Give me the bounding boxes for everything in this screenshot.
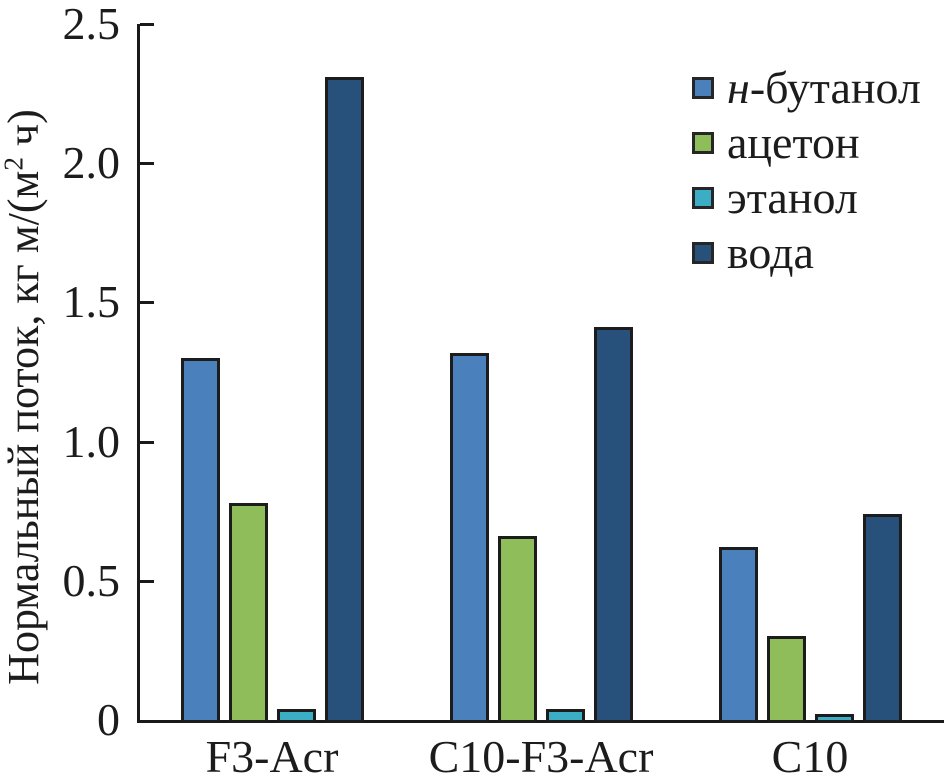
x-axis-line — [137, 720, 944, 723]
x-axis-label-C10: C10 — [771, 731, 849, 781]
y-tick-label-0.5: 0.5 — [62, 554, 121, 606]
legend-swatch-icon — [692, 186, 714, 209]
y-tick-label-2.0: 2.0 — [62, 137, 121, 189]
bar-н-бутанол-C10 — [719, 547, 758, 723]
legend-swatch-icon — [692, 241, 714, 264]
bar-н-бутанол-F3-Acr — [181, 358, 220, 723]
legend-item-ацетон: ацетон — [692, 115, 921, 170]
legend-swatch-icon — [692, 76, 714, 99]
bar-ацетон-F3-Acr — [229, 503, 268, 723]
y-tick-label-0: 0 — [97, 694, 120, 745]
y-tick-1.5 — [140, 301, 154, 305]
y-tick-2.5 — [140, 23, 154, 26]
bar-этанол-C10-F3-Acr — [546, 709, 585, 723]
bar-вода-C10 — [863, 514, 902, 723]
y-tick-label-1.5: 1.5 — [62, 276, 121, 328]
legend-label: н-бутанол — [727, 61, 921, 113]
bar-вода-C10-F3-Acr — [594, 327, 633, 723]
bar-вода-F3-Acr — [325, 77, 364, 723]
y-tick-2.0 — [140, 162, 154, 166]
y-tick-0.5 — [140, 579, 154, 583]
x-axis-label-F3-Acr: F3-Acr — [205, 731, 339, 781]
x-axis-label-C10-F3-Acr: C10-F3-Acr — [428, 731, 654, 781]
legend-item-н-бутанол: н-бутанол — [692, 60, 921, 115]
legend-item-вода: вода — [692, 225, 921, 280]
y-tick-label-2.5: 2.5 — [62, 0, 121, 49]
bar-н-бутанол-C10-F3-Acr — [450, 353, 489, 723]
bar-этанол-F3-Acr — [277, 709, 316, 723]
legend-swatch-icon — [692, 131, 714, 154]
legend-item-этанол: этанол — [692, 170, 921, 225]
y-tick-label-1.0: 1.0 — [62, 415, 121, 467]
bar-ацетон-C10-F3-Acr — [498, 536, 537, 723]
legend: н-бутанол ацетон этанол вода — [692, 60, 921, 280]
legend-label: вода — [727, 226, 814, 278]
legend-label: этанол — [727, 171, 858, 223]
bar-ацетон-C10 — [767, 636, 806, 723]
bar-этанол-C10 — [815, 714, 854, 723]
y-tick-1.0 — [140, 440, 154, 444]
y-axis-line — [137, 24, 140, 723]
legend-label: ацетон — [727, 116, 860, 168]
